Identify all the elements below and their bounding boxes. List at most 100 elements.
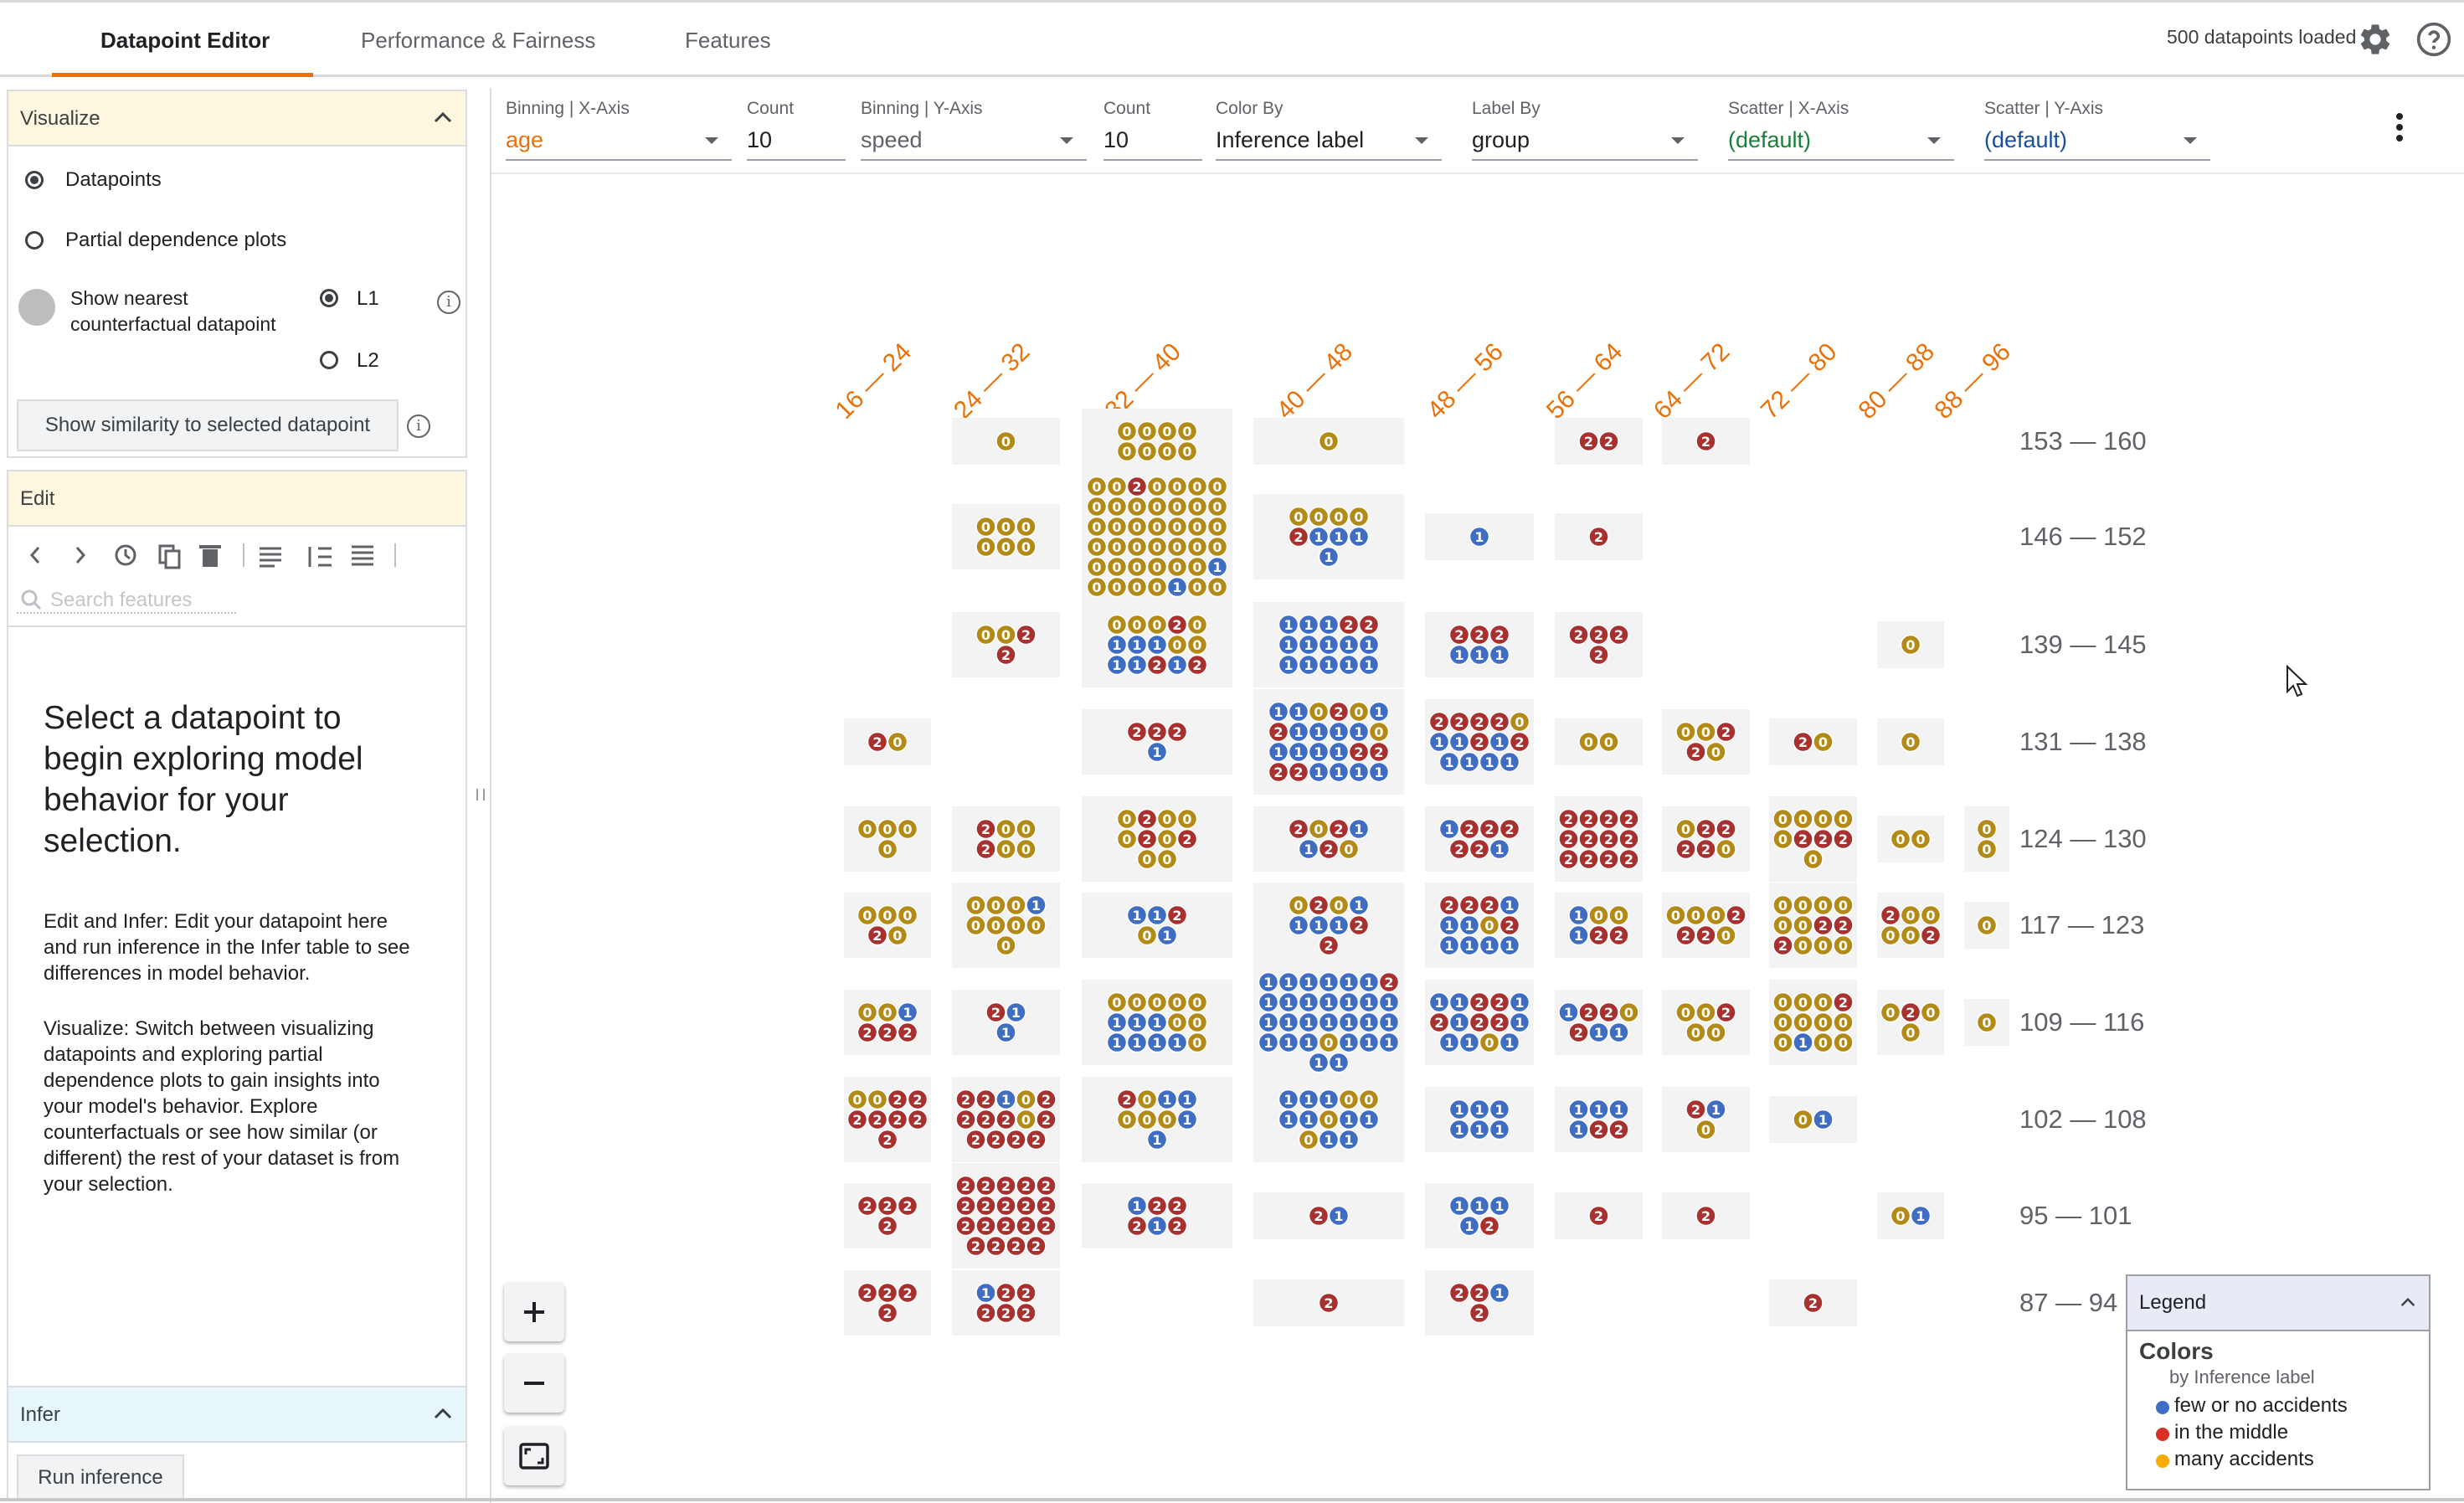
datapoint-dot[interactable]	[1813, 914, 1834, 936]
datapoint-dot[interactable]	[1026, 1129, 1047, 1150]
datapoint-dot[interactable]	[1813, 894, 1834, 916]
datapoint-dot[interactable]	[1578, 430, 1599, 452]
datapoint-dot[interactable]	[846, 1109, 868, 1130]
datapoint-dot[interactable]	[985, 1129, 1006, 1150]
datapoint-dot[interactable]	[1438, 934, 1460, 956]
datapoint-dot[interactable]	[1793, 1011, 1813, 1033]
datapoint-dot[interactable]	[1489, 1195, 1510, 1217]
datapoint-dot[interactable]	[877, 1282, 898, 1304]
datapoint-dot[interactable]	[1685, 904, 1706, 926]
datapoint-dot[interactable]	[1026, 914, 1047, 936]
datapoint-dot[interactable]	[1318, 654, 1340, 676]
datapoint-dot[interactable]	[1348, 761, 1370, 783]
datapoint-dot[interactable]	[1106, 1032, 1128, 1053]
datapoint-dot[interactable]	[1793, 731, 1813, 753]
datapoint-dot[interactable]	[1278, 1032, 1299, 1053]
datapoint-dot[interactable]	[1675, 1001, 1696, 1023]
datapoint-dot[interactable]	[1328, 818, 1350, 840]
datapoint-dot[interactable]	[1793, 914, 1813, 936]
datapoint-dot[interactable]	[1358, 614, 1380, 636]
datapoint-dot[interactable]	[1146, 556, 1168, 578]
datapoint-dot[interactable]	[877, 1129, 898, 1150]
datapoint-dot[interactable]	[1358, 971, 1380, 993]
datapoint-dot[interactable]	[1469, 711, 1490, 733]
datapoint-dot[interactable]	[1166, 556, 1188, 578]
datapoint-dot[interactable]	[1258, 1011, 1279, 1033]
datapoint-dot[interactable]	[1378, 1011, 1400, 1033]
datapoint-dot[interactable]	[1348, 506, 1370, 528]
datapoint-dot[interactable]	[1880, 1001, 1901, 1023]
datapoint-dot[interactable]	[1176, 828, 1198, 850]
info-icon[interactable]: i	[437, 291, 460, 314]
datapoint-dot[interactable]	[907, 1109, 929, 1130]
visualize-header[interactable]: Visualize	[8, 91, 466, 147]
datapoint-dot[interactable]	[1176, 1109, 1198, 1130]
datapoint-dot[interactable]	[1368, 721, 1390, 743]
datapoint-dot[interactable]	[1695, 1001, 1716, 1023]
datapoint-dot[interactable]	[1156, 924, 1178, 946]
datapoint-dot[interactable]	[1136, 1089, 1158, 1110]
datapoint-dot[interactable]	[1900, 1022, 1921, 1043]
datapoint-dot[interactable]	[975, 1089, 996, 1110]
datapoint-dot[interactable]	[1458, 751, 1480, 773]
datapoint-dot[interactable]	[1479, 914, 1500, 936]
datapoint-dot[interactable]	[1598, 848, 1619, 870]
datapoint-dot[interactable]	[1186, 476, 1208, 497]
datapoint-dot[interactable]	[1116, 1089, 1138, 1110]
datapoint-dot[interactable]	[1509, 1011, 1530, 1033]
datapoint-dot[interactable]	[1803, 848, 1824, 870]
datapoint-dot[interactable]	[1378, 1032, 1400, 1053]
datapoint-dot[interactable]	[1489, 624, 1510, 646]
datapoint-dot[interactable]	[1116, 808, 1138, 830]
datapoint-dot[interactable]	[1146, 476, 1168, 497]
datapoint-dot[interactable]	[1568, 624, 1589, 646]
datapoint-dot[interactable]	[1469, 526, 1490, 548]
datapoint-dot[interactable]	[877, 1302, 898, 1324]
datapoint-dot[interactable]	[1328, 701, 1350, 723]
datapoint-dot[interactable]	[1288, 818, 1309, 840]
datapoint-dot[interactable]	[1298, 634, 1319, 656]
datapoint-dot[interactable]	[1328, 721, 1350, 743]
datapoint-dot[interactable]	[1489, 1011, 1510, 1033]
datapoint-dot[interactable]	[1308, 721, 1330, 743]
datapoint-dot[interactable]	[1298, 838, 1319, 860]
datapoints-radio[interactable]	[25, 171, 44, 189]
datapoint-dot[interactable]	[1598, 808, 1619, 830]
datapoint-dot[interactable]	[877, 838, 898, 860]
datapoint-dot[interactable]	[1479, 818, 1500, 840]
datapoint-dot[interactable]	[995, 1195, 1016, 1217]
datapoint-dot[interactable]	[1489, 991, 1510, 1013]
datapoint-dot[interactable]	[1106, 991, 1128, 1013]
datapoint-dot[interactable]	[1186, 556, 1208, 578]
datapoint-dot[interactable]	[1156, 1089, 1178, 1110]
datapoint-dot[interactable]	[1146, 1129, 1168, 1150]
datapoint-dot[interactable]	[1588, 1205, 1609, 1227]
datapoint-dot[interactable]	[1318, 1032, 1340, 1053]
datapoint-dot[interactable]	[1479, 1215, 1500, 1237]
datapoint-dot[interactable]	[1116, 828, 1138, 850]
datapoint-dot[interactable]	[1146, 741, 1168, 763]
datapoint-dot[interactable]	[1695, 818, 1716, 840]
datapoint-dot[interactable]	[1428, 711, 1450, 733]
datapoint-dot[interactable]	[1358, 634, 1380, 656]
datapoint-dot[interactable]	[1378, 971, 1400, 993]
datapoint-dot[interactable]	[1166, 1215, 1188, 1237]
datapoint-dot[interactable]	[1793, 894, 1813, 916]
datapoint-dot[interactable]	[1578, 808, 1599, 830]
datapoint-dot[interactable]	[1126, 721, 1148, 743]
datapoint-dot[interactable]	[1338, 1089, 1360, 1110]
infer-header[interactable]: Infer	[8, 1387, 466, 1443]
datapoint-dot[interactable]	[887, 1089, 908, 1110]
datapoint-dot[interactable]	[856, 818, 878, 840]
search-features-field[interactable]: Search features	[17, 587, 236, 614]
datapoint-dot[interactable]	[1568, 1099, 1589, 1120]
datapoint-dot[interactable]	[1166, 476, 1188, 497]
datapoint-dot[interactable]	[975, 818, 996, 840]
datapoint-dot[interactable]	[1479, 934, 1500, 956]
datapoint-dot[interactable]	[856, 1001, 878, 1023]
datapoint-dot[interactable]	[1328, 526, 1350, 548]
datapoint-dot[interactable]	[1146, 614, 1168, 636]
datapoint-dot[interactable]	[1348, 818, 1370, 840]
datapoint-dot[interactable]	[1588, 924, 1609, 946]
